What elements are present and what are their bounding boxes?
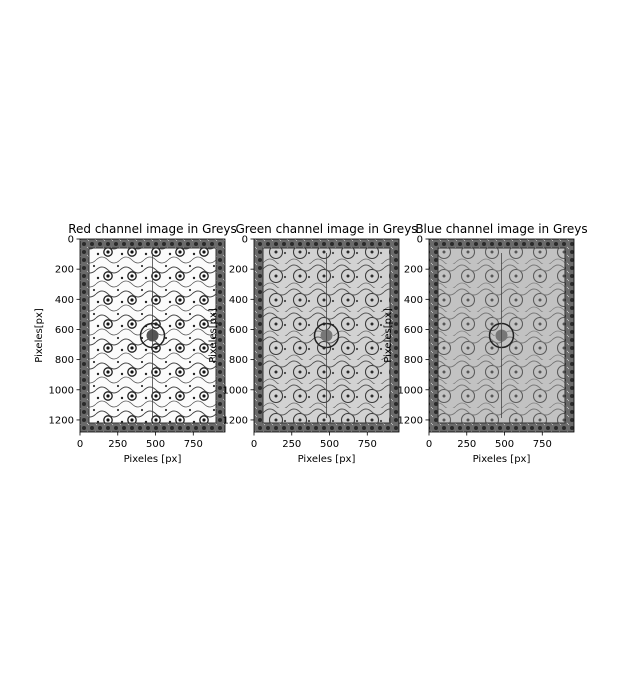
red-channel-panel: 0 250 500 750 0 200 400 600 800 1000 1200 Red chann… bbox=[34, 222, 237, 465]
x-tick-label: 250 bbox=[282, 439, 301, 450]
y-tick-label: 1000 bbox=[223, 385, 248, 396]
blue-channel-image bbox=[429, 239, 574, 432]
panel-title: Green channel image in Greys bbox=[235, 222, 417, 236]
y-axis-label: Pixeles[px] bbox=[34, 308, 45, 363]
y-tick-label: 600 bbox=[55, 325, 74, 336]
y-tick-label: 800 bbox=[404, 355, 423, 366]
panel-title: Blue channel image in Greys bbox=[415, 222, 587, 236]
y-tick-label: 400 bbox=[229, 295, 248, 306]
y-tick-label: 0 bbox=[417, 235, 423, 246]
y-tick-label: 800 bbox=[55, 355, 74, 366]
x-tick-label: 750 bbox=[358, 439, 377, 450]
y-tick-label: 200 bbox=[229, 265, 248, 276]
x-tick-label: 0 bbox=[251, 439, 257, 450]
y-tick-label: 0 bbox=[68, 235, 74, 246]
y-tick-label: 400 bbox=[404, 295, 423, 306]
green-channel-panel: 0 250 500 750 0 200 400 600 800 1000 1200 Green cha… bbox=[208, 222, 418, 465]
red-channel-image bbox=[80, 239, 225, 432]
x-tick-label: 250 bbox=[108, 439, 127, 450]
y-tick-label: 1000 bbox=[49, 385, 74, 396]
y-tick-label: 800 bbox=[229, 355, 248, 366]
y-axis-label: Pixeles[px] bbox=[383, 308, 394, 363]
y-tick-label: 1200 bbox=[223, 415, 248, 426]
x-tick-label: 750 bbox=[533, 439, 552, 450]
y-tick-label: 400 bbox=[55, 295, 74, 306]
x-tick-label: 500 bbox=[320, 439, 339, 450]
x-tick-label: 750 bbox=[184, 439, 203, 450]
y-axis-label: Pixeles[px] bbox=[208, 308, 219, 363]
y-tick-label: 600 bbox=[404, 325, 423, 336]
red-axes-frame bbox=[79, 238, 226, 433]
x-axis-label: Pixeles [px] bbox=[124, 454, 182, 465]
x-tick-label: 0 bbox=[77, 439, 83, 450]
y-tick-label: 1200 bbox=[398, 415, 423, 426]
blue-axes-frame bbox=[428, 238, 575, 433]
x-tick-label: 250 bbox=[457, 439, 476, 450]
x-tick-label: 500 bbox=[146, 439, 165, 450]
y-tick-label: 1200 bbox=[49, 415, 74, 426]
y-tick-label: 600 bbox=[229, 325, 248, 336]
y-tick-label: 200 bbox=[55, 265, 74, 276]
x-axis-label: Pixeles [px] bbox=[473, 454, 531, 465]
green-axes-frame bbox=[253, 238, 400, 433]
y-tick-label: 200 bbox=[404, 265, 423, 276]
y-tick-label: 0 bbox=[242, 235, 248, 246]
x-tick-label: 500 bbox=[495, 439, 514, 450]
x-axis-label: Pixeles [px] bbox=[298, 454, 356, 465]
x-tick-label: 0 bbox=[426, 439, 432, 450]
green-channel-image bbox=[254, 239, 399, 432]
y-tick-label: 1000 bbox=[398, 385, 423, 396]
panel-title: Red channel image in Greys bbox=[68, 222, 237, 236]
blue-channel-panel: 0 250 500 750 0 200 400 600 800 1000 1200 Blue chan… bbox=[383, 222, 588, 465]
